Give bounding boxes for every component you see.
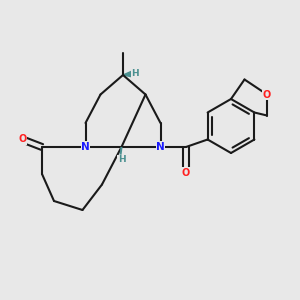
Text: H: H — [118, 155, 125, 164]
Text: O: O — [182, 167, 190, 178]
Text: H: H — [131, 69, 139, 78]
Text: N: N — [81, 142, 90, 152]
Text: O: O — [18, 134, 27, 145]
Text: N: N — [156, 142, 165, 152]
Polygon shape — [123, 70, 135, 77]
Text: O: O — [263, 89, 271, 100]
